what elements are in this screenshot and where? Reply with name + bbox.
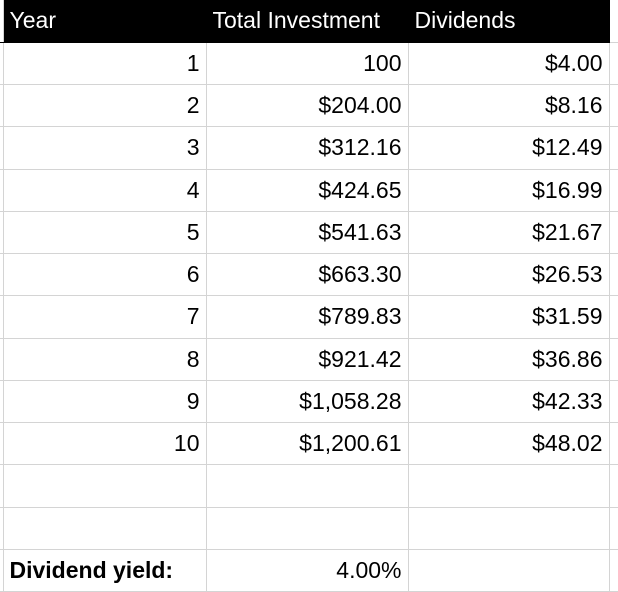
summary-row: Dividend yield: 4.00%	[0, 549, 618, 592]
gutter-cell	[0, 295, 4, 339]
gutter-cell	[0, 380, 4, 424]
cell-dividends[interactable]: $21.67	[408, 211, 610, 255]
gutter-cell	[0, 211, 4, 255]
gutter-cell	[0, 126, 4, 170]
empty-cell[interactable]	[3, 507, 207, 550]
cell-dividends[interactable]: $48.02	[408, 422, 610, 466]
empty-cell[interactable]	[206, 464, 409, 508]
gutter-cell	[0, 464, 4, 508]
header-cell-total-investment[interactable]: Total Investment	[206, 0, 409, 43]
cell-year[interactable]: 10	[3, 422, 207, 466]
overflow-cell	[609, 507, 618, 550]
cell-year[interactable]: 8	[3, 338, 207, 381]
overflow-cell	[609, 211, 618, 255]
cell-dividends[interactable]: $42.33	[408, 380, 610, 424]
gutter-cell	[0, 42, 4, 86]
overflow-cell	[609, 0, 618, 43]
cell-dividends[interactable]: $16.99	[408, 169, 610, 212]
cell-total-investment[interactable]: $204.00	[206, 84, 409, 128]
empty-cell[interactable]	[206, 507, 409, 550]
empty-row	[0, 507, 618, 550]
table-row: 3 $312.16 $12.49	[0, 126, 618, 170]
table-row: 7 $789.83 $31.59	[0, 295, 618, 339]
cell-total-investment[interactable]: $1,058.28	[206, 380, 409, 424]
cell-year[interactable]: 3	[3, 126, 207, 170]
overflow-cell	[609, 42, 618, 86]
cell-year[interactable]: 6	[3, 253, 207, 297]
cell-year[interactable]: 4	[3, 169, 207, 212]
empty-cell[interactable]	[408, 464, 610, 508]
overflow-cell	[609, 169, 618, 212]
table-row: 4 $424.65 $16.99	[0, 169, 618, 212]
table-row: 6 $663.30 $26.53	[0, 253, 618, 297]
cell-total-investment[interactable]: $663.30	[206, 253, 409, 297]
gutter-cell	[0, 422, 4, 466]
table-row: 8 $921.42 $36.86	[0, 338, 618, 381]
header-cell-year[interactable]: Year	[3, 0, 207, 43]
cell-dividends[interactable]: $36.86	[408, 338, 610, 381]
table-row: 10 $1,200.61 $48.02	[0, 422, 618, 466]
overflow-cell	[609, 295, 618, 339]
cell-dividend-yield-label[interactable]: Dividend yield:	[3, 549, 207, 592]
cell-total-investment[interactable]: $1,200.61	[206, 422, 409, 466]
gutter-cell	[0, 169, 4, 212]
cell-year[interactable]: 7	[3, 295, 207, 339]
cell-dividends[interactable]: $26.53	[408, 253, 610, 297]
empty-cell[interactable]	[3, 464, 207, 508]
cell-year[interactable]: 5	[3, 211, 207, 255]
gutter-cell	[0, 84, 4, 128]
overflow-cell	[609, 464, 618, 508]
cell-total-investment[interactable]: $541.63	[206, 211, 409, 255]
cell-dividends[interactable]: $4.00	[408, 42, 610, 86]
empty-cell[interactable]	[408, 507, 610, 550]
empty-cell[interactable]	[408, 549, 610, 592]
empty-row	[0, 464, 618, 508]
header-cell-dividends[interactable]: Dividends	[408, 0, 610, 43]
gutter-cell	[0, 338, 4, 381]
cell-year[interactable]: 2	[3, 84, 207, 128]
cell-total-investment[interactable]: $921.42	[206, 338, 409, 381]
table-row: 9 $1,058.28 $42.33	[0, 380, 618, 424]
cell-total-investment[interactable]: $789.83	[206, 295, 409, 339]
cell-year[interactable]: 9	[3, 380, 207, 424]
table-row: 1 100 $4.00	[0, 42, 618, 86]
overflow-cell	[609, 84, 618, 128]
cell-dividends[interactable]: $31.59	[408, 295, 610, 339]
cell-total-investment[interactable]: $312.16	[206, 126, 409, 170]
overflow-cell	[609, 422, 618, 466]
cell-dividend-yield-value[interactable]: 4.00%	[206, 549, 409, 592]
overflow-cell	[609, 549, 618, 592]
cell-total-investment[interactable]: $424.65	[206, 169, 409, 212]
gutter-cell	[0, 253, 4, 297]
cell-dividends[interactable]: $8.16	[408, 84, 610, 128]
table-row: 5 $541.63 $21.67	[0, 211, 618, 255]
overflow-cell	[609, 253, 618, 297]
gutter-cell	[0, 549, 4, 592]
table-row: 2 $204.00 $8.16	[0, 84, 618, 128]
overflow-cell	[609, 380, 618, 424]
header-row: Year Total Investment Dividends	[0, 0, 618, 43]
overflow-cell	[609, 126, 618, 170]
cell-dividends[interactable]: $12.49	[408, 126, 610, 170]
gutter-cell	[0, 0, 4, 43]
cell-total-investment[interactable]: 100	[206, 42, 409, 86]
cell-year[interactable]: 1	[3, 42, 207, 86]
gutter-cell	[0, 507, 4, 550]
overflow-cell	[609, 338, 618, 381]
